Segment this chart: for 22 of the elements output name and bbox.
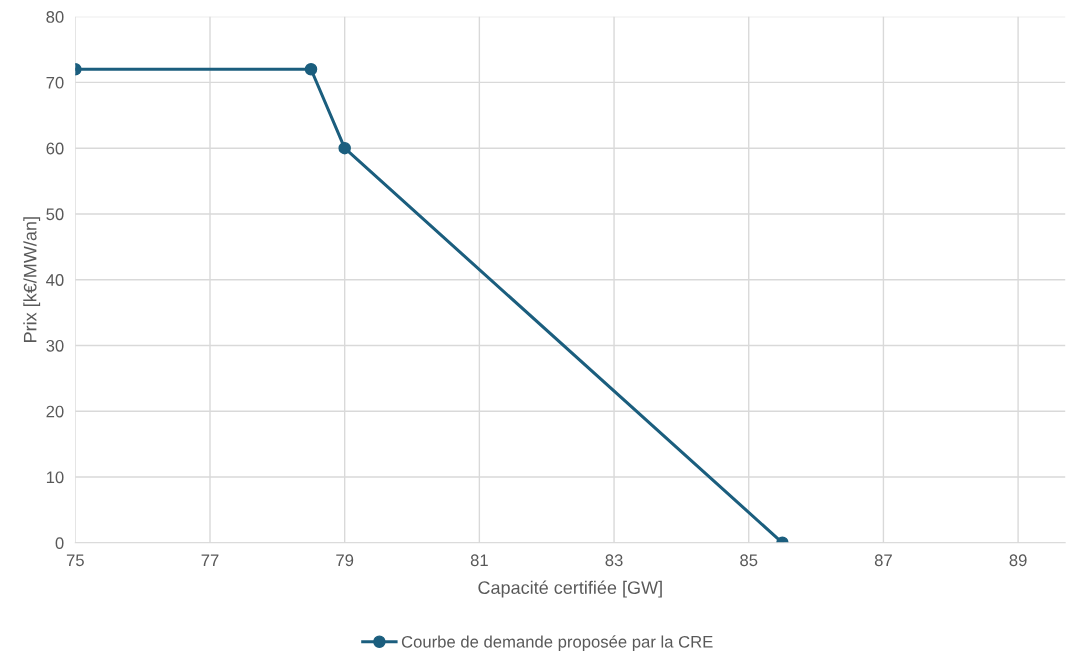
y-tick-label: 50: [46, 208, 64, 221]
y-tick-label: 70: [46, 76, 64, 89]
y-tick-label: 0: [55, 537, 64, 549]
x-tick-label: 85: [740, 554, 758, 567]
y-tick-label: 40: [46, 274, 64, 286]
y-tick-label: 30: [46, 339, 64, 352]
x-tick-label: 77: [201, 554, 219, 566]
y-tick-label: 80: [46, 11, 64, 23]
x-tick-label: 81: [470, 554, 488, 567]
x-tick-label: 89: [1009, 554, 1027, 567]
y-tick-label: 60: [46, 142, 64, 155]
x-tick-label: 79: [336, 554, 354, 567]
x-tick-label: 87: [874, 554, 892, 567]
x-axis-title: Capacité certifiée [GW]: [478, 580, 662, 598]
point: [304, 63, 318, 76]
y-tick-label: 10: [46, 471, 64, 484]
x-tick-label: 75: [66, 554, 84, 567]
legend-label: Courbe de demande proposée par la CRE: [401, 635, 713, 651]
point: [338, 141, 351, 155]
y-axis-title: Prix [k€/MW/an]: [23, 217, 41, 342]
y-tick-label: 20: [46, 405, 64, 418]
x-tick-label: 83: [605, 554, 623, 567]
